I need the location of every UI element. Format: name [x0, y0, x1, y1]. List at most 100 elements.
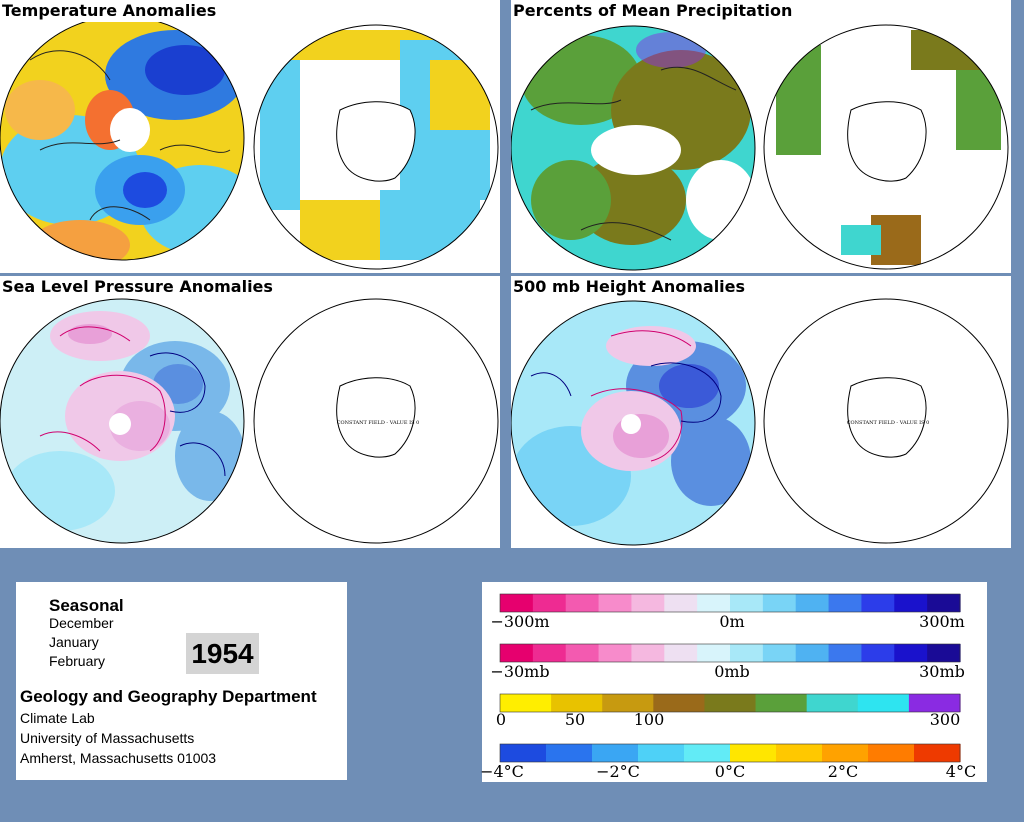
- scale-outline: [499, 743, 961, 763]
- scale-swatch: [828, 644, 863, 662]
- scale-swatch: [755, 694, 808, 712]
- panel-title: Percents of Mean Precipitation: [511, 0, 797, 22]
- month-december: December: [49, 615, 114, 631]
- scale-swatch: [551, 694, 603, 712]
- scale-swatch: [857, 694, 910, 712]
- height-color-scale: [499, 593, 961, 613]
- northern-hemisphere-height-globe: [511, 301, 755, 545]
- scale-swatch: [546, 744, 593, 762]
- height-500mb-panel: 500 mb Height Anomalies CONSTANT FIELD -…: [511, 276, 1011, 548]
- scale-swatch: [697, 594, 731, 612]
- scale-swatch: [806, 694, 859, 712]
- temperature-tick: 2°C: [827, 762, 859, 781]
- scale-swatch: [664, 644, 698, 662]
- scale-swatch: [631, 644, 665, 662]
- constant-field-label: CONSTANT FIELD - VALUE IS 0: [337, 420, 420, 426]
- sea-level-pressure-panel: Sea Level Pressure Anomalies CONSTANT FI…: [0, 276, 500, 548]
- precipitation-tick: 300: [929, 710, 961, 729]
- scale-swatch: [532, 594, 567, 612]
- precipitation-maps: [511, 24, 1009, 271]
- scale-swatch: [795, 594, 830, 612]
- lab-name: Climate Lab: [20, 710, 95, 726]
- temperature-panel: Temperature Anomalies: [0, 0, 500, 273]
- month-february: February: [49, 653, 106, 669]
- height-500mb-maps: CONSTANT FIELD - VALUE IS 0: [511, 298, 1009, 546]
- height-tick: 300m: [919, 612, 965, 631]
- scale-swatch: [776, 744, 823, 762]
- scale-swatch: [532, 644, 567, 662]
- precipitation-tick: 0: [495, 710, 507, 729]
- scale-swatch: [762, 594, 797, 612]
- address: Amherst, Massachusetts 01003: [20, 750, 217, 766]
- sea-level-pressure-maps: CONSTANT FIELD - VALUE IS 0: [0, 298, 499, 544]
- scale-swatch: [894, 594, 928, 612]
- temperature-tick: 4°C: [945, 762, 977, 781]
- height-tick: 0m: [719, 612, 745, 631]
- scale-swatch: [565, 644, 600, 662]
- northern-hemisphere-pressure-globe: [0, 299, 244, 543]
- scale-swatch: [684, 744, 731, 762]
- scale-swatch: [861, 594, 895, 612]
- scale-swatch: [730, 644, 764, 662]
- panel-title: Sea Level Pressure Anomalies: [0, 276, 277, 298]
- panel-title: Temperature Anomalies: [0, 0, 221, 22]
- northern-hemisphere-precipitation-globe: [511, 26, 755, 270]
- precipitation-color-scale: [499, 693, 961, 713]
- season-heading: Seasonal: [49, 596, 124, 615]
- scale-swatch: [638, 744, 685, 762]
- temperature-tick: −2°C: [596, 762, 640, 781]
- scale-swatch: [795, 644, 830, 662]
- scale-swatch: [565, 594, 600, 612]
- scale-swatch: [730, 594, 764, 612]
- color-legend-box: −300m 0m 300m −30mb 0mb 30mb 0 50 100 30…: [480, 582, 987, 782]
- northern-hemisphere-temperature-globe: [0, 16, 244, 260]
- scale-swatch: [704, 694, 757, 712]
- southern-hemisphere-height-globe: CONSTANT FIELD - VALUE IS 0: [763, 298, 1009, 544]
- scale-outline: [499, 643, 961, 663]
- temperature-maps: [0, 15, 499, 270]
- year-label: 1954: [186, 633, 259, 674]
- scale-swatch: [730, 744, 777, 762]
- scale-outline: [499, 593, 961, 613]
- southern-hemisphere-temperature-globe: [254, 25, 498, 269]
- scale-swatch: [908, 694, 961, 712]
- scale-swatch: [868, 744, 915, 762]
- scale-swatch: [927, 594, 961, 612]
- pressure-tick: 0mb: [714, 662, 750, 681]
- scale-swatch: [927, 644, 961, 662]
- scale-swatch: [861, 644, 895, 662]
- scale-swatch: [631, 594, 665, 612]
- scale-swatch: [500, 744, 547, 762]
- scale-swatch: [602, 694, 654, 712]
- temperature-tick: −4°C: [480, 762, 524, 781]
- temperature-color-scale: [499, 743, 961, 763]
- scale-swatch: [894, 644, 928, 662]
- department-name: Geology and Geography Department: [20, 687, 317, 706]
- southern-hemisphere-pressure-globe: CONSTANT FIELD - VALUE IS 0: [253, 298, 499, 544]
- scale-swatch: [762, 644, 797, 662]
- color-scales: [499, 593, 961, 763]
- university-name: University of Massachusetts: [20, 730, 195, 746]
- scale-swatch: [598, 594, 633, 612]
- scale-swatch: [500, 594, 534, 612]
- precipitation-tick: 100: [633, 710, 665, 729]
- scale-swatch: [828, 594, 863, 612]
- precipitation-panel: Percents of Mean Precipitation: [511, 0, 1011, 273]
- constant-field-label: CONSTANT FIELD - VALUE IS 0: [847, 420, 930, 426]
- pressure-tick: 30mb: [919, 662, 965, 681]
- height-tick: −300m: [490, 612, 550, 631]
- panel-title: 500 mb Height Anomalies: [511, 276, 750, 298]
- scale-swatch: [822, 744, 869, 762]
- scale-swatch: [653, 694, 706, 712]
- pressure-color-scale: [499, 643, 961, 663]
- precipitation-tick: 50: [564, 710, 586, 729]
- scale-swatch: [664, 594, 698, 612]
- scale-outline: [499, 693, 961, 713]
- scale-swatch: [914, 744, 961, 762]
- scale-swatch: [598, 644, 633, 662]
- scale-swatch: [500, 644, 534, 662]
- month-january: January: [49, 634, 99, 650]
- scale-swatch: [697, 644, 731, 662]
- scale-swatch: [500, 694, 552, 712]
- southern-hemisphere-precipitation-globe: [764, 25, 1008, 269]
